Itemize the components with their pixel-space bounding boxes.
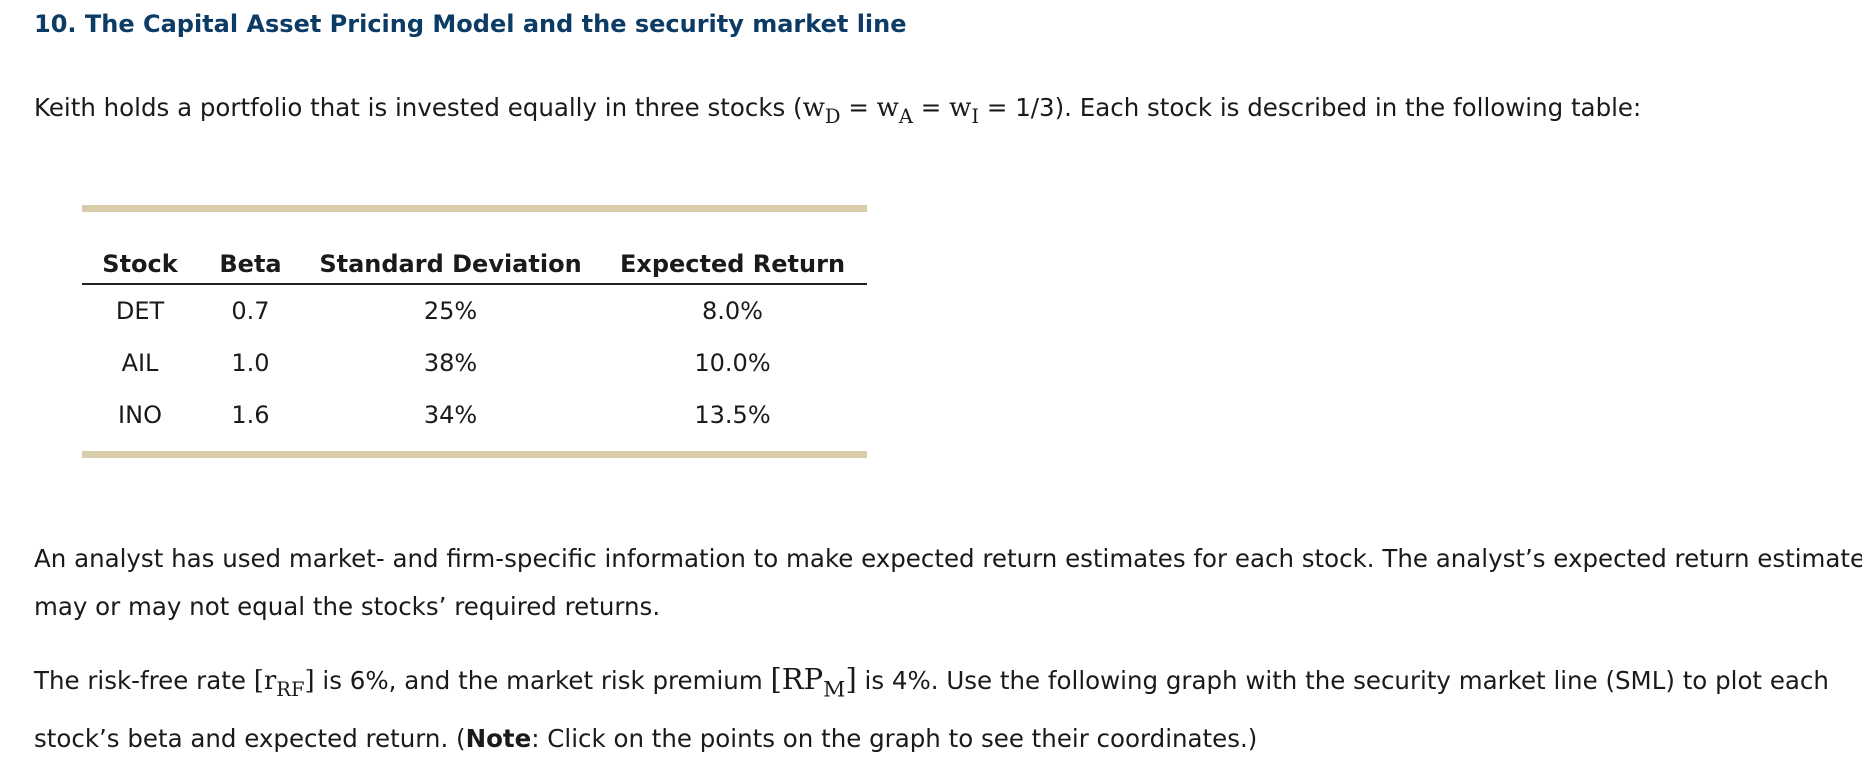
header-beta: Beta <box>198 212 303 285</box>
table-row: DET 0.7 25% 8.0% <box>82 284 867 337</box>
note-label: Note <box>465 723 532 753</box>
question-title: 10. The Capital Asset Pricing Model and … <box>34 10 907 38</box>
analyst-line-2: may or may not equal the stocks’ require… <box>34 592 661 621</box>
table-header-row: Stock Beta Standard Deviation Expected R… <box>82 212 867 285</box>
cell-expected-return: 8.0% <box>702 297 763 325</box>
cell-stock: DET <box>115 297 165 325</box>
cell-stock: AIL <box>121 349 159 377</box>
cell-std-dev: 34% <box>423 401 478 429</box>
cell-stock: INO <box>118 401 162 429</box>
intro-paragraph: Keith holds a portfolio that is invested… <box>34 93 1642 128</box>
header-standard-deviation: Standard Deviation <box>303 212 598 285</box>
weight-i: wI <box>949 93 980 128</box>
weight-a: wA <box>876 93 913 128</box>
cell-std-dev: 38% <box>423 349 478 377</box>
intro-tail: ). Each stock is described in the follow… <box>1054 93 1642 122</box>
stock-table: Stock Beta Standard Deviation Expected R… <box>82 212 867 451</box>
table-row: AIL 1.0 38% 10.0% <box>82 337 867 389</box>
cell-beta: 1.6 <box>231 401 270 429</box>
weight-value: 1/3 <box>1015 93 1055 122</box>
stock-table-container: Stock Beta Standard Deviation Expected R… <box>82 205 867 458</box>
instructions-line-2: stock’s beta and expected return. (Note:… <box>34 723 1258 753</box>
instructions-line-1: The risk-free rate [rRF] is 6%, and the … <box>34 662 1829 703</box>
instructions-paragraph: The risk-free rate [rRF] is 6%, and the … <box>34 655 1829 763</box>
cell-expected-return: 13.5% <box>694 401 771 429</box>
intro-lead: Keith holds a portfolio that is invested… <box>34 93 803 122</box>
risk-free-rate-symbol: [rRF] <box>253 666 315 701</box>
cell-expected-return: 10.0% <box>694 349 771 377</box>
market-risk-premium-symbol: [RPM] <box>770 662 857 703</box>
weight-d: wD <box>802 93 841 128</box>
header-stock: Stock <box>82 212 198 285</box>
cell-beta: 1.0 <box>231 349 270 377</box>
analyst-line-1: An analyst has used market- and firm-spe… <box>34 544 1862 573</box>
header-expected-return: Expected Return <box>598 212 867 285</box>
cell-std-dev: 25% <box>423 297 478 325</box>
cell-beta: 0.7 <box>231 297 270 325</box>
table-row: INO 1.6 34% 13.5% <box>82 389 867 451</box>
table-top-rule <box>82 205 867 212</box>
table-bottom-rule <box>82 451 867 458</box>
analyst-paragraph: An analyst has used market- and firm-spe… <box>34 535 1862 631</box>
